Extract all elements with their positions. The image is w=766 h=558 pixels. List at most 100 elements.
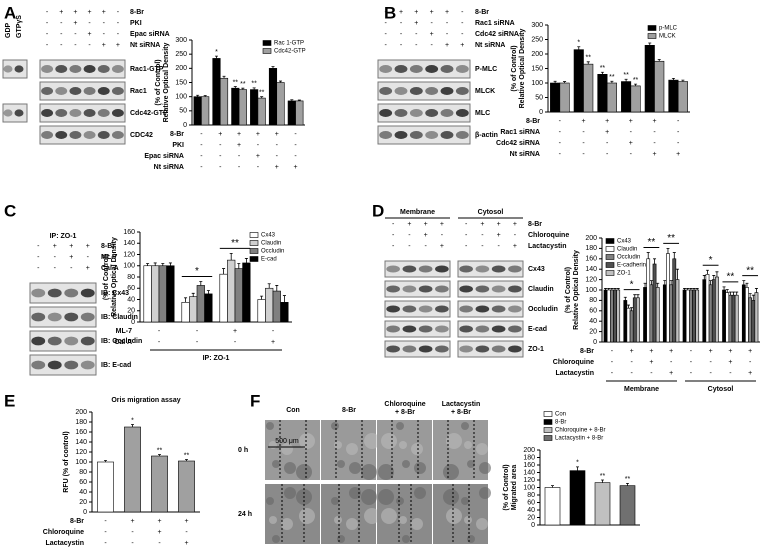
bar [143, 265, 152, 323]
condition-sign: - [630, 129, 633, 136]
condition-sign: - [514, 232, 517, 239]
condition-label: 8-Br [101, 243, 115, 250]
blot-row-label: IB: Cx43 [101, 290, 129, 297]
y-tick-label: 50 [179, 108, 187, 115]
blot-strip [39, 59, 126, 79]
y-axis-label: Relative Optical Density [573, 250, 580, 330]
error-bar [203, 95, 207, 97]
condition-sign: - [559, 151, 562, 158]
condition-sign: - [196, 339, 199, 346]
error-bar [563, 81, 567, 83]
condition-sign: - [677, 140, 680, 147]
error-bar [725, 289, 729, 293]
condition-sign: + [399, 9, 403, 16]
condition-sign: - [446, 31, 449, 38]
condition-sign: + [669, 370, 673, 377]
legend-label: Con [555, 412, 566, 418]
y-tick-label: 20 [527, 514, 535, 521]
bar [268, 68, 278, 126]
y-tick-label: 60 [589, 308, 597, 315]
condition-sign: - [46, 9, 49, 16]
condition-sign: - [559, 118, 562, 125]
condition-label: PKI [172, 142, 184, 149]
error-bar [282, 295, 286, 303]
y-tick-label: 60 [79, 479, 87, 486]
bar [219, 77, 229, 126]
panel-letter: F [250, 391, 260, 410]
cell-texture [467, 460, 475, 468]
cell-texture [266, 422, 274, 430]
cell-texture [299, 508, 315, 524]
y-tick-label: 50 [535, 94, 543, 101]
condition-label: 8-Br [526, 118, 540, 125]
y-tick-label: 0 [83, 509, 87, 516]
significance: ** [623, 72, 629, 79]
bar [201, 96, 210, 126]
blot-row-label: IB: Claudin [101, 314, 138, 321]
cell-texture [334, 441, 342, 449]
significance: ** [233, 79, 239, 86]
blot-band [435, 265, 449, 273]
bar [652, 263, 657, 343]
condition-sign: + [652, 118, 656, 125]
error-bar [297, 99, 301, 101]
cell-texture [461, 422, 469, 430]
condition-sign: - [158, 540, 161, 547]
error-bar [214, 55, 218, 59]
error-bar [626, 304, 630, 309]
legend-label: 8-Br [555, 420, 566, 426]
blot-band [440, 87, 454, 95]
bar [654, 60, 665, 113]
blot-band [455, 65, 469, 73]
blot-band [418, 285, 433, 293]
image-row-label: 0 h [238, 447, 248, 454]
bar [619, 485, 636, 526]
blot-band [47, 336, 62, 346]
condition-sign: + [157, 518, 161, 525]
blot-band [409, 109, 423, 117]
cell-texture [337, 460, 345, 468]
y-tick-label: 80 [527, 492, 535, 499]
condition-sign: - [461, 20, 464, 27]
condition-sign: - [465, 243, 468, 250]
blot-band [402, 265, 417, 273]
condition-sign: + [676, 151, 680, 158]
blot-band [83, 65, 96, 73]
blot-band [459, 285, 473, 293]
panel-letter: B [384, 3, 396, 22]
blot-band [64, 336, 79, 346]
blot-row-label: Cdc42-GTP [130, 110, 168, 117]
bar [544, 487, 561, 526]
condition-sign: - [117, 20, 120, 27]
chart-title: Oris migration assay [111, 397, 180, 404]
error-bar [260, 96, 264, 99]
condition-sign: + [424, 232, 428, 239]
condition-sign: - [400, 31, 403, 38]
blot-band [435, 325, 449, 333]
error-bar [745, 282, 749, 288]
legend-swatch [605, 254, 615, 260]
condition-sign: + [184, 518, 188, 525]
bar [688, 289, 693, 343]
condition-label: Rac1 siRNA [500, 129, 540, 136]
cell-texture [443, 464, 459, 480]
bar [677, 81, 688, 113]
cell-texture [361, 489, 377, 505]
y-tick-label: 0 [531, 522, 535, 529]
condition-sign: - [481, 243, 484, 250]
cell-texture [364, 433, 380, 449]
condition-label: ML-7 [116, 328, 132, 335]
y-tick-label: 200 [175, 65, 187, 72]
condition-sign: + [424, 221, 428, 228]
cell-texture [337, 535, 345, 543]
condition-sign: + [513, 243, 517, 250]
error-bar [551, 485, 554, 488]
y-tick-label: 180 [75, 419, 87, 426]
y-axis-label: (% of Control) [103, 254, 110, 300]
cell-texture [399, 516, 407, 524]
bar [623, 300, 628, 343]
error-bar [233, 86, 237, 89]
blot-row-label: Occludin [528, 306, 558, 313]
blot-band [379, 87, 393, 95]
error-bar [553, 80, 557, 83]
